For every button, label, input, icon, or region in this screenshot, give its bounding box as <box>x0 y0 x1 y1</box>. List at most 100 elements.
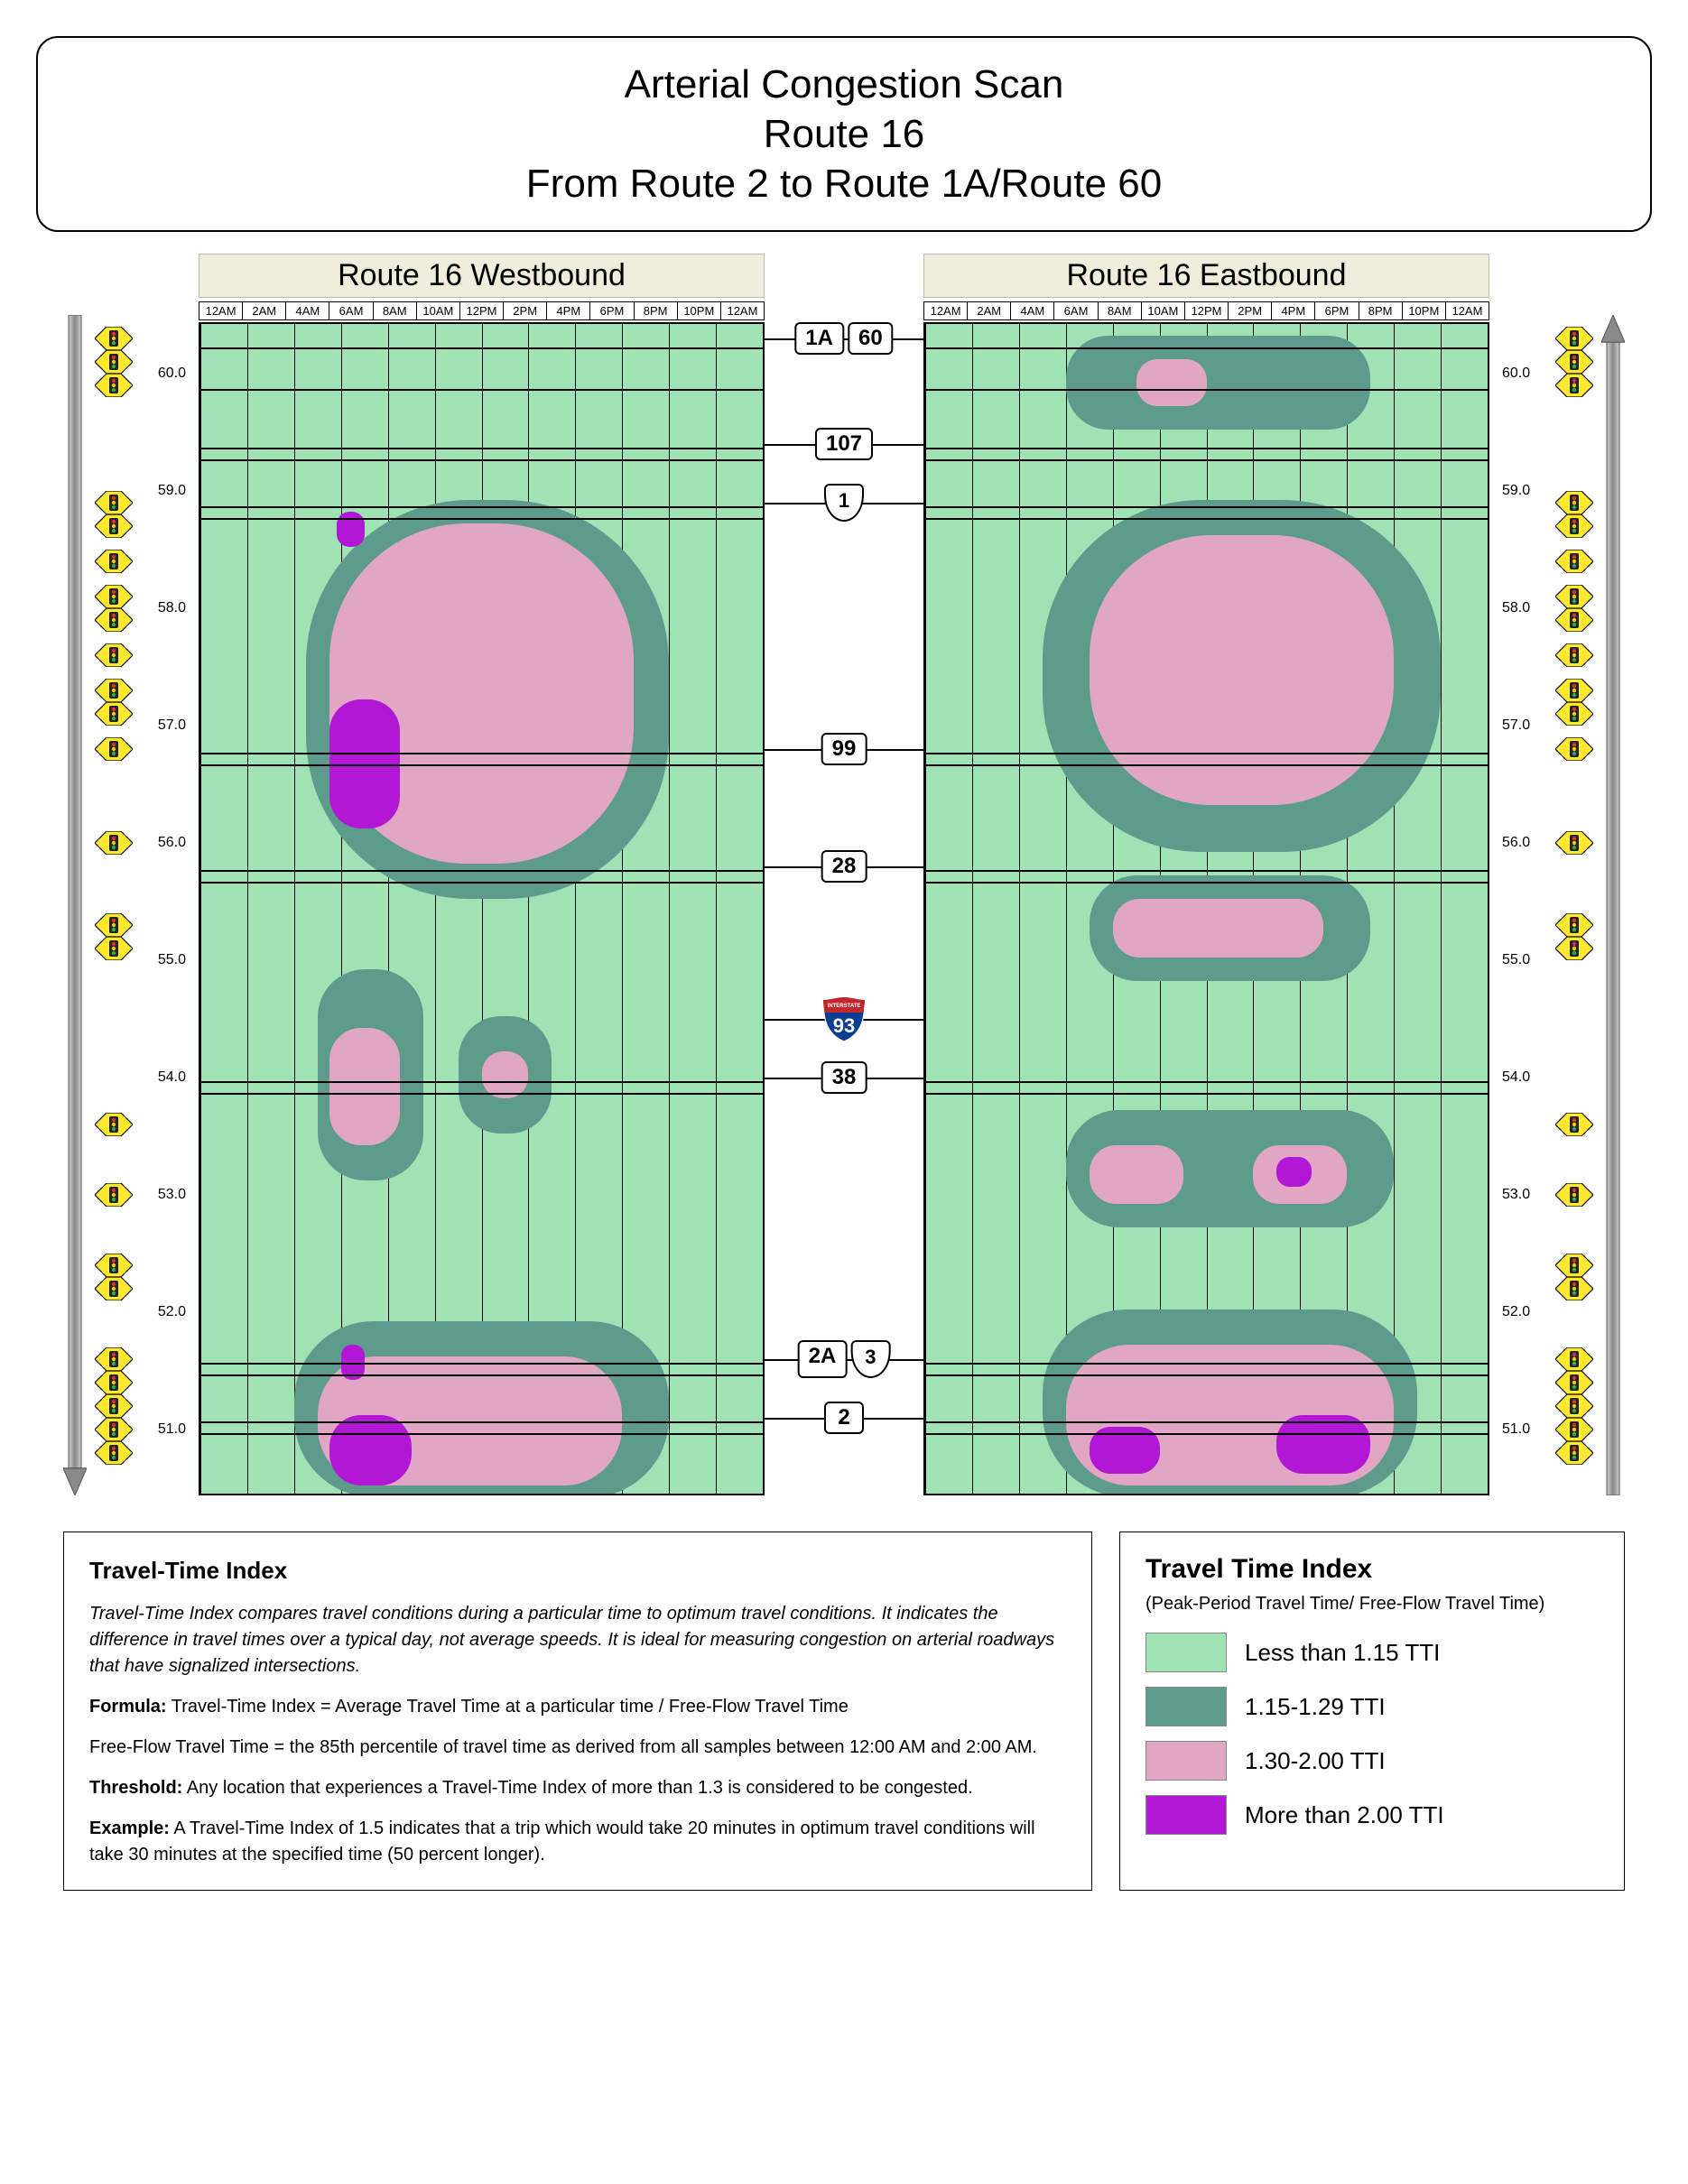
signal-icon <box>1555 608 1593 632</box>
time-label: 12PM <box>1184 301 1228 320</box>
route-label: 38 <box>821 1061 867 1094</box>
axis-label: 60.0 <box>141 366 186 382</box>
time-label: 12AM <box>199 301 242 320</box>
legend-label: More than 2.00 TTI <box>1245 1801 1444 1829</box>
signal-icon <box>1555 831 1593 855</box>
route-label: 1A <box>794 322 844 355</box>
congestion-blob <box>1090 1145 1183 1204</box>
legend-sub: (Peak-Period Travel Time/ Free-Flow Trav… <box>1145 1594 1599 1615</box>
signal-icon <box>95 1394 133 1418</box>
signal-icon <box>95 374 133 397</box>
congestion-blob <box>1113 899 1324 958</box>
time-label: 4PM <box>1271 301 1314 320</box>
signals-left <box>87 315 141 1495</box>
signal-icon <box>1555 937 1593 960</box>
legend-swatch <box>1145 1741 1227 1781</box>
axis-label: 57.0 <box>141 717 186 734</box>
time-label: 2AM <box>242 301 285 320</box>
signal-icon <box>95 1418 133 1441</box>
signal-icon <box>1555 1371 1593 1394</box>
axis-label: 53.0 <box>1502 1187 1547 1203</box>
signal-icon <box>95 1277 133 1300</box>
route-shield: 38 <box>821 1061 867 1094</box>
signal-icon <box>95 608 133 632</box>
axis-label: 53.0 <box>141 1187 186 1203</box>
east-time-row: 12AM2AM4AM6AM8AM10AM12PM2PM4PM6PM8PM10PM… <box>923 301 1489 320</box>
title-l1: Arterial Congestion Scan <box>74 60 1614 109</box>
signal-icon <box>1555 550 1593 573</box>
signal-icon <box>95 327 133 350</box>
route-label: 60 <box>848 322 894 355</box>
desc-thresh-label: Threshold: <box>89 1778 182 1798</box>
title-l3: From Route 2 to Route 1A/Route 60 <box>74 159 1614 208</box>
legend-item: More than 2.00 TTI <box>1145 1795 1599 1835</box>
route-shield: 99 <box>821 733 867 765</box>
time-label: 10AM <box>416 301 459 320</box>
signal-icon <box>95 679 133 702</box>
congestion-blob <box>1276 1415 1370 1474</box>
axis-label: 55.0 <box>1502 952 1547 968</box>
time-label: 10PM <box>1402 301 1445 320</box>
route-shield: 2 <box>824 1402 864 1434</box>
axis-label: 59.0 <box>141 483 186 499</box>
signal-icon <box>95 350 133 374</box>
signal-icon <box>1555 491 1593 514</box>
signal-icon <box>95 550 133 573</box>
axis-label: 56.0 <box>141 835 186 851</box>
signal-icon <box>1555 1418 1593 1441</box>
legend-swatch <box>1145 1687 1227 1726</box>
time-label: 10AM <box>1141 301 1184 320</box>
congestion-blob <box>1276 1157 1312 1187</box>
desc-formula-label: Formula: <box>89 1697 167 1717</box>
signal-icon <box>95 737 133 761</box>
axis-east-right: 51.052.053.054.055.056.057.058.059.060.0 <box>1497 315 1547 1495</box>
route-shield: 1A60 <box>794 322 893 355</box>
route-label: 99 <box>821 733 867 765</box>
desc-fft: Free-Flow Travel Time = the 85th percent… <box>89 1735 1066 1761</box>
axis-label: 52.0 <box>1502 1304 1547 1320</box>
signal-icon <box>1555 913 1593 937</box>
time-label: 4AM <box>285 301 329 320</box>
axis-label: 52.0 <box>141 1304 186 1320</box>
time-label: 12AM <box>923 301 967 320</box>
signal-icon <box>95 514 133 538</box>
axis-label: 51.0 <box>1502 1421 1547 1438</box>
time-label: 4AM <box>1010 301 1053 320</box>
legend-swatch <box>1145 1795 1227 1835</box>
time-label: 8PM <box>1359 301 1402 320</box>
time-label: 6PM <box>589 301 633 320</box>
time-label: 2AM <box>967 301 1010 320</box>
time-label: 10PM <box>677 301 720 320</box>
signal-icon <box>95 585 133 608</box>
signal-icon <box>1555 643 1593 667</box>
signal-icon <box>1555 737 1593 761</box>
signal-icon <box>1555 1441 1593 1465</box>
legend-swatch <box>1145 1633 1227 1672</box>
signal-icon <box>95 1183 133 1207</box>
route-label: 2 <box>824 1402 864 1434</box>
route-shield: INTERSTATE 93 <box>820 995 868 1043</box>
center-routes: 1A6010719928 INTERSTATE 93 382A32 <box>772 315 916 1495</box>
legend-item: Less than 1.15 TTI <box>1145 1633 1599 1672</box>
signal-icon <box>95 937 133 960</box>
route-shield: 1 <box>824 484 864 522</box>
signal-icon <box>95 1254 133 1277</box>
legend-item: 1.30-2.00 TTI <box>1145 1741 1599 1781</box>
time-label: 12PM <box>459 301 503 320</box>
axis-west-left: 51.052.053.054.055.056.057.058.059.060.0 <box>141 315 191 1495</box>
axis-label: 59.0 <box>1502 483 1547 499</box>
signal-icon <box>1555 1277 1593 1300</box>
legend-heading: Travel Time Index <box>1145 1554 1599 1585</box>
axis-label: 55.0 <box>141 952 186 968</box>
svg-text:93: 93 <box>833 1014 855 1037</box>
bottom-row: Travel-Time Index Travel-Time Index comp… <box>36 1532 1652 1891</box>
time-label: 2PM <box>503 301 546 320</box>
signal-icon <box>1555 374 1593 397</box>
desc-heading: Travel-Time Index <box>89 1554 1066 1588</box>
time-label: 2PM <box>1228 301 1271 320</box>
west-block: Route 16 Westbound 12AM2AM4AM6AM8AM10AM1… <box>191 254 772 1495</box>
time-label: 4PM <box>546 301 589 320</box>
desc-ex-label: Example: <box>89 1818 170 1838</box>
route-shield: 2A3 <box>798 1340 891 1378</box>
axis-label: 54.0 <box>1502 1069 1547 1086</box>
